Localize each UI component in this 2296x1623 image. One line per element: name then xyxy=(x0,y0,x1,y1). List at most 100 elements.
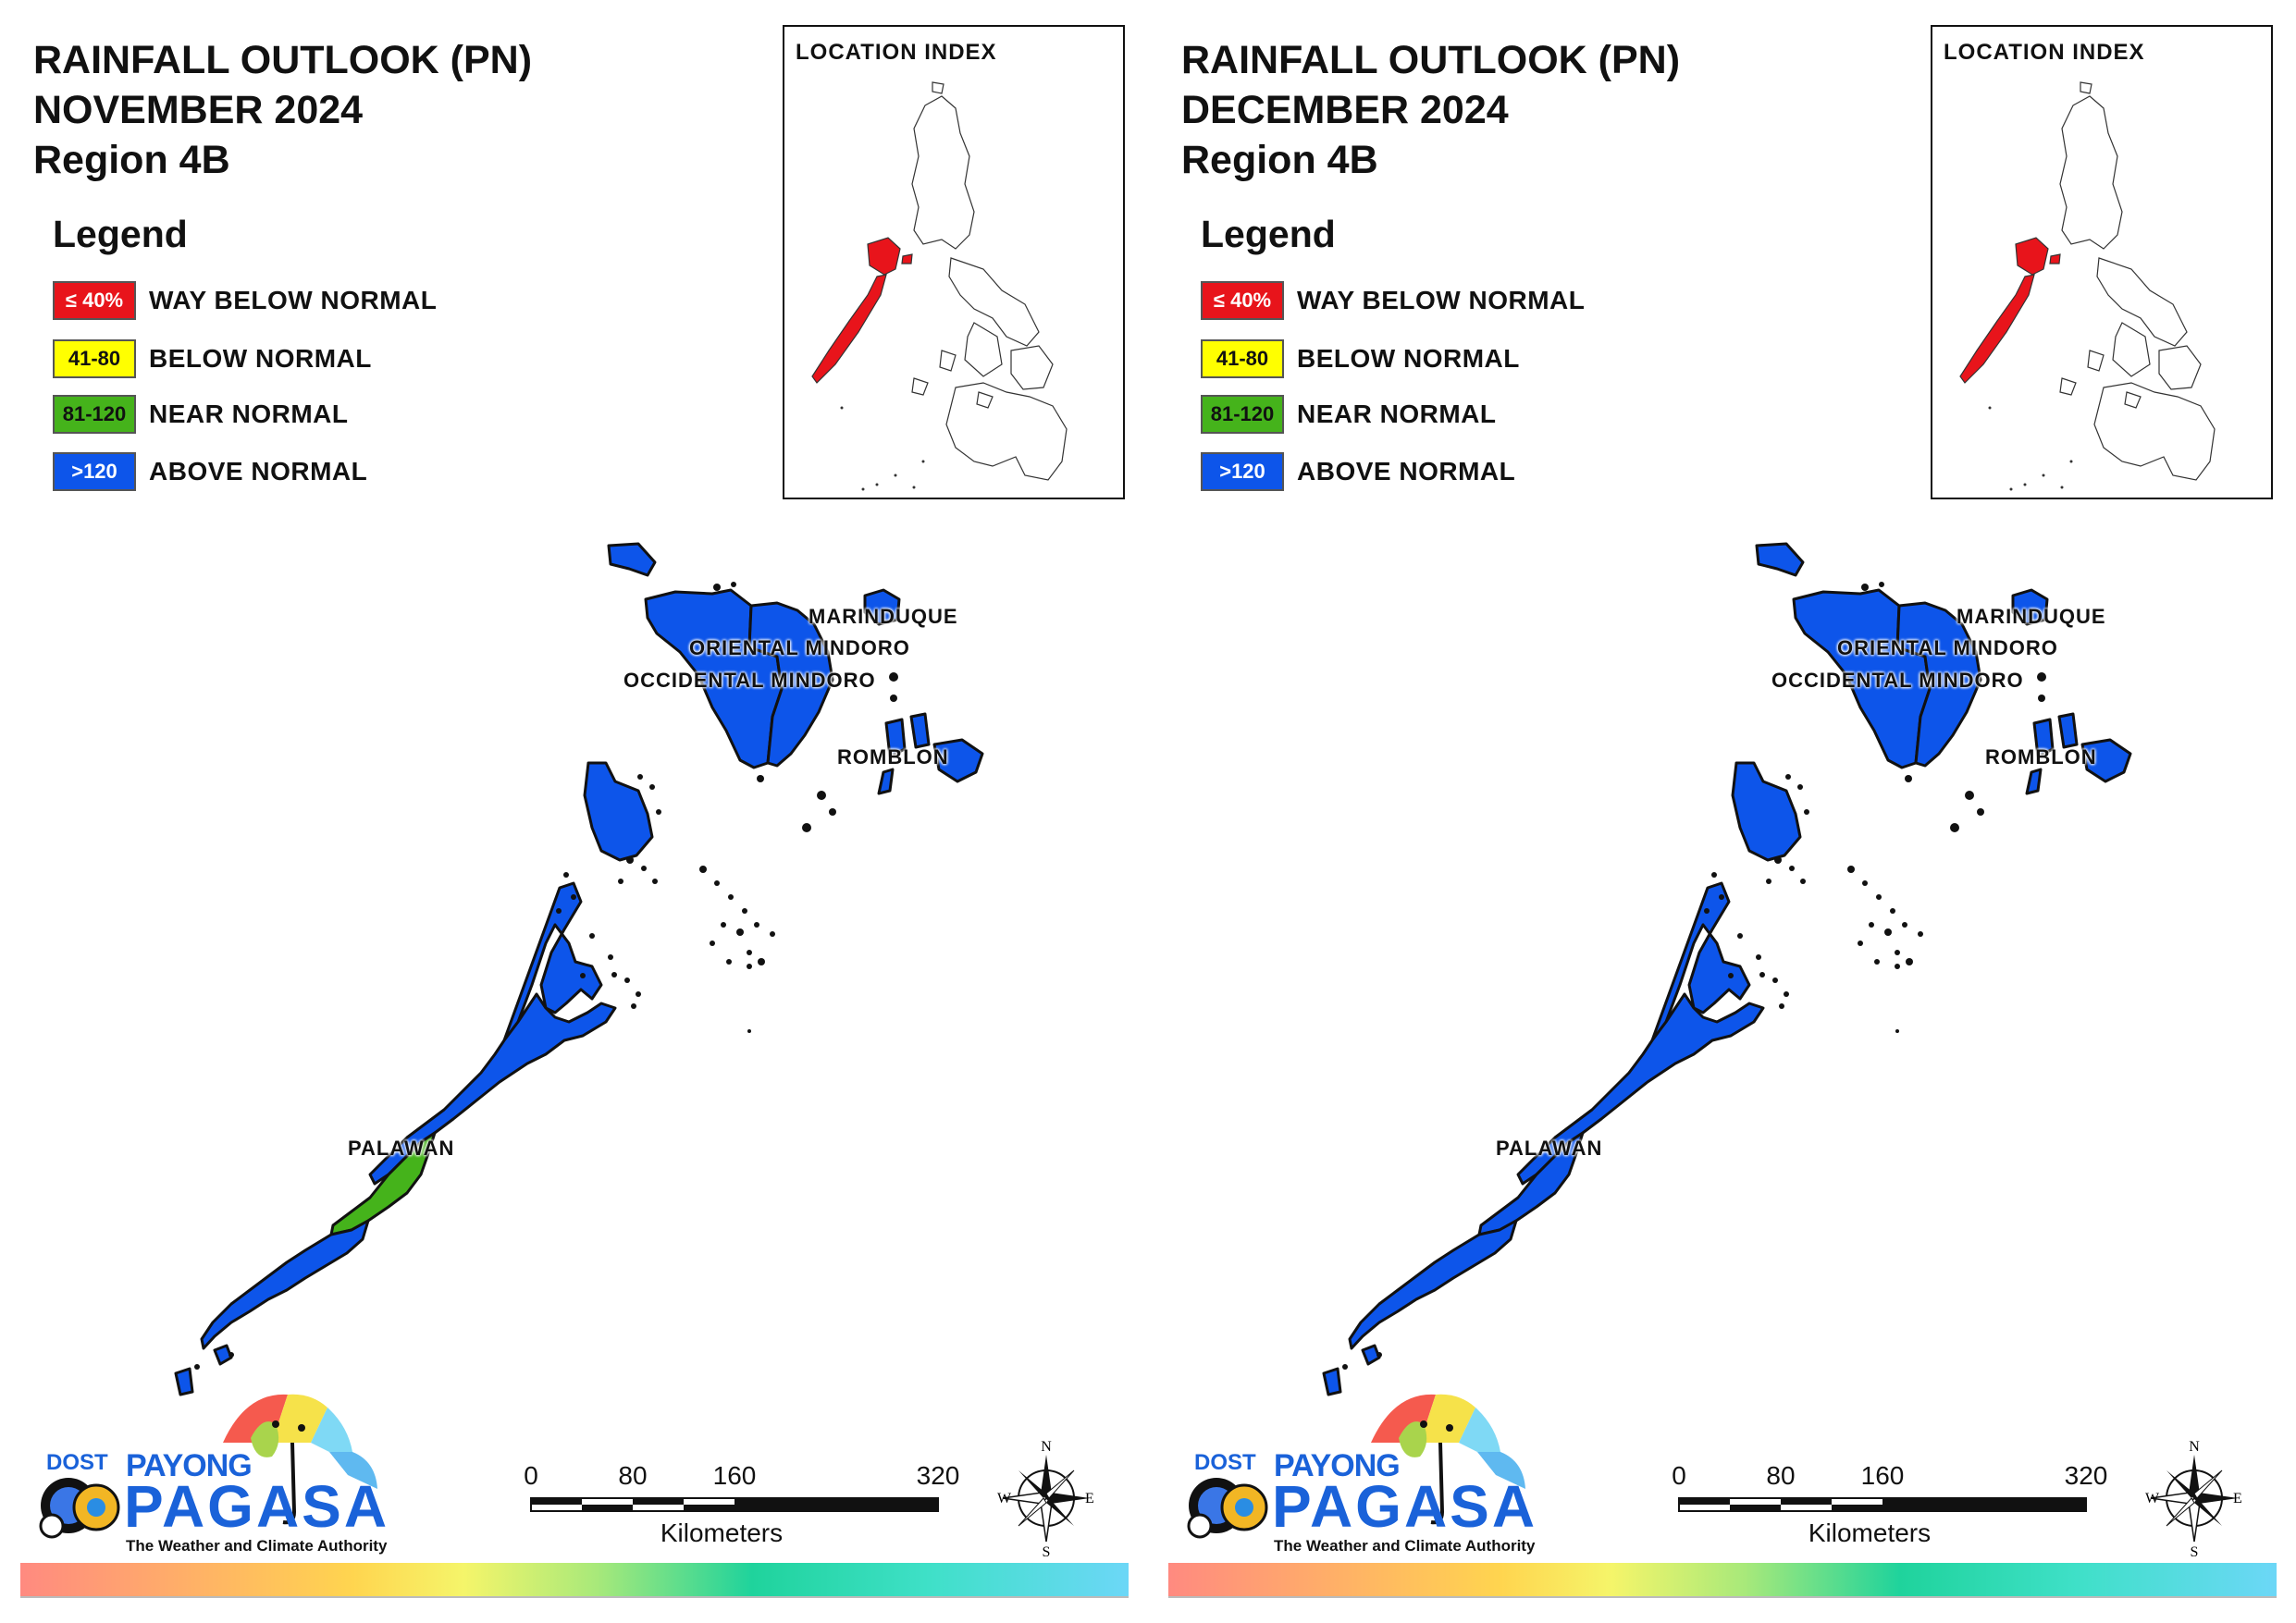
province-marinduque xyxy=(2011,588,2049,626)
legend-label: ABOVE NORMAL xyxy=(149,457,368,486)
scale-tick: 160 xyxy=(1860,1461,1905,1490)
legend-swatch: ≤ 40% xyxy=(53,281,136,320)
mindoro-boundary xyxy=(1895,605,1932,764)
pagasa-logo: DOST PAYONG PAGASA The Weather and Clima… xyxy=(33,1387,403,1563)
dost-wordmark: DOST xyxy=(46,1450,108,1475)
legend-item-below: 41-80 BELOW NORMAL xyxy=(53,339,372,378)
palawan-central-north xyxy=(368,992,617,1186)
location-index-map: LOCATION INDEX xyxy=(783,25,1125,499)
legend-label: WAY BELOW NORMAL xyxy=(1297,286,1586,314)
compass-n: N xyxy=(2189,1439,2200,1455)
province-romblon-isle3 xyxy=(877,768,895,795)
compass-w: W xyxy=(2145,1491,2160,1506)
map-title: RAINFALL OUTLOOK (PN) DECEMBER 2024 Regi… xyxy=(1181,35,1680,185)
label-oriental-mindoro: ORIENTAL MINDORO xyxy=(1837,636,2058,659)
scale-tick: 320 xyxy=(916,1461,960,1490)
palawan-south xyxy=(1348,1219,1518,1350)
legend-label: BELOW NORMAL xyxy=(1297,344,1520,373)
legend-item-below: 41-80 BELOW NORMAL xyxy=(1201,339,1520,378)
compass-e: E xyxy=(2233,1491,2242,1506)
palawan-north-body xyxy=(502,881,603,1042)
province-romblon-main xyxy=(932,738,984,783)
compass-w: W xyxy=(997,1491,1012,1506)
label-romblon: ROMBLON xyxy=(1985,745,2097,768)
compass-s: S xyxy=(1043,1544,1051,1558)
province-marinduque xyxy=(863,588,901,626)
footer-gradient-bar xyxy=(1168,1563,2277,1596)
compass-e: E xyxy=(1085,1491,1094,1506)
legend-swatch: 41-80 xyxy=(1201,339,1284,378)
legend-item-way-below: ≤ 40% WAY BELOW NORMAL xyxy=(53,281,438,320)
label-palawan: PALAWAN xyxy=(348,1137,455,1160)
palawan-central xyxy=(329,1131,437,1236)
region-4b-map xyxy=(174,542,984,1396)
small-islets xyxy=(1342,582,2046,1370)
region-4b-map xyxy=(1322,542,2132,1396)
title-line-region: Region 4B xyxy=(33,138,230,182)
map-title: RAINFALL OUTLOOK (PN) NOVEMBER 2024 Regi… xyxy=(33,35,532,185)
location-index-title: LOCATION INDEX xyxy=(796,40,997,65)
legend-heading: Legend xyxy=(1201,213,1336,255)
label-occidental-mindoro: OCCIDENTAL MINDORO xyxy=(623,669,876,692)
philippines-index-map xyxy=(1959,81,2216,491)
province-romblon-isle2 xyxy=(909,712,931,749)
logo-tagline: The Weather and Climate Authority xyxy=(1274,1537,1536,1555)
label-palawan: PALAWAN xyxy=(1496,1137,1603,1160)
scale-unit: Kilometers xyxy=(660,1518,784,1547)
footer-gradient-bar xyxy=(20,1563,1129,1596)
legend-item-near: 81-120 NEAR NORMAL xyxy=(1201,395,1497,434)
philippines-index-map xyxy=(811,81,1068,491)
legend-swatch: >120 xyxy=(1201,452,1284,491)
legend-swatch: ≤ 40% xyxy=(1201,281,1284,320)
legend-label: NEAR NORMAL xyxy=(1297,400,1497,428)
palawan-central-north xyxy=(1516,992,1765,1186)
compass-rose-icon: N S W E xyxy=(995,1438,1097,1558)
payong-wordmark: PAYONG xyxy=(1274,1448,1401,1483)
palawan-balabac xyxy=(1322,1367,1342,1396)
legend-swatch: 41-80 xyxy=(53,339,136,378)
region-4b-highlight xyxy=(811,237,913,384)
label-oriental-mindoro: ORIENTAL MINDORO xyxy=(689,636,910,659)
label-occidental-mindoro: OCCIDENTAL MINDORO xyxy=(1771,669,2024,692)
legend-heading: Legend xyxy=(53,213,188,255)
title-line-month: NOVEMBER 2024 xyxy=(33,88,364,132)
legend-label: WAY BELOW NORMAL xyxy=(149,286,438,314)
outlook-panel-december: RAINFALL OUTLOOK (PN) DECEMBER 2024 Regi… xyxy=(1148,0,2296,1623)
scale-tick: 80 xyxy=(618,1461,648,1490)
label-romblon: ROMBLON xyxy=(837,745,949,768)
legend-item-near: 81-120 NEAR NORMAL xyxy=(53,395,349,434)
province-romblon-isle3 xyxy=(2025,768,2043,795)
outlook-panel-november: RAINFALL OUTLOOK (PN) NOVEMBER 2024 Regi… xyxy=(20,25,1129,1598)
footer-rule xyxy=(1168,1596,2277,1598)
pagasa-wordmark: PAGASA xyxy=(124,1473,390,1540)
scale-unit: Kilometers xyxy=(1808,1518,1932,1547)
legend-item-above: >120 ABOVE NORMAL xyxy=(1201,452,1516,491)
palawan-central xyxy=(1477,1131,1585,1236)
palawan-north-body xyxy=(1650,881,1751,1042)
title-line-month: DECEMBER 2024 xyxy=(1181,88,1509,132)
legend-label: ABOVE NORMAL xyxy=(1297,457,1516,486)
compass-n: N xyxy=(1041,1439,1052,1455)
province-romblon-main xyxy=(2080,738,2132,783)
legend-item-way-below: ≤ 40% WAY BELOW NORMAL xyxy=(1201,281,1586,320)
scale-tick: 0 xyxy=(1672,1461,1686,1490)
title-line-product: RAINFALL OUTLOOK (PN) xyxy=(33,38,533,82)
compass-s: S xyxy=(2191,1544,2199,1558)
scale-tick: 160 xyxy=(712,1461,757,1490)
label-marinduque: MARINDUQUE xyxy=(1957,605,2106,628)
scale-tick: 320 xyxy=(2064,1461,2108,1490)
location-index-map: LOCATION INDEX xyxy=(1931,25,2273,499)
dost-wordmark: DOST xyxy=(1194,1450,1256,1475)
province-romblon-isle1 xyxy=(2032,718,2055,758)
location-index-title: LOCATION INDEX xyxy=(1944,40,2145,65)
payong-wordmark: PAYONG xyxy=(126,1448,253,1483)
label-marinduque: MARINDUQUE xyxy=(809,605,958,628)
palawan-north-main xyxy=(1731,761,1802,862)
footer-rule xyxy=(20,1596,1129,1598)
island-lubang xyxy=(1755,542,1805,577)
palawan-north-main xyxy=(583,761,654,862)
umbrella-logo-icon xyxy=(39,1394,377,1539)
palawan-south xyxy=(200,1219,370,1350)
logo-tagline: The Weather and Climate Authority xyxy=(126,1537,388,1555)
title-line-product: RAINFALL OUTLOOK (PN) xyxy=(1181,38,1681,82)
